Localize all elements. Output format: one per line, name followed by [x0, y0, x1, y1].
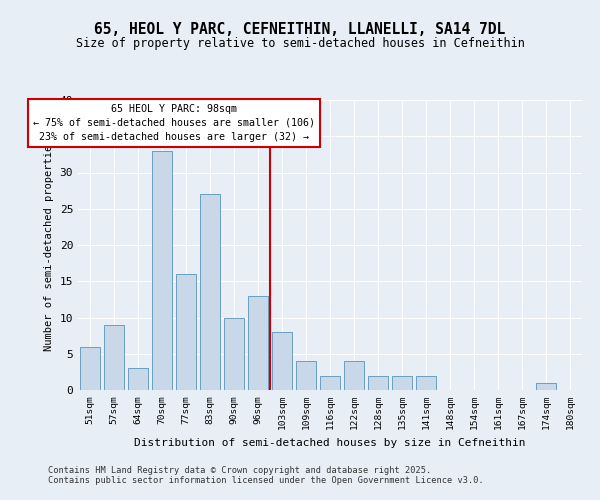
Bar — [128, 368, 148, 390]
Bar — [536, 383, 556, 390]
Bar — [296, 361, 316, 390]
Text: 65 HEOL Y PARC: 98sqm
← 75% of semi-detached houses are smaller (106)
23% of sem: 65 HEOL Y PARC: 98sqm ← 75% of semi-deta… — [33, 104, 315, 142]
Bar — [104, 325, 124, 390]
Bar — [272, 332, 292, 390]
Bar — [248, 296, 268, 390]
Bar — [224, 318, 244, 390]
Bar — [176, 274, 196, 390]
Y-axis label: Number of semi-detached properties: Number of semi-detached properties — [44, 138, 54, 352]
Bar — [152, 151, 172, 390]
Bar — [416, 376, 436, 390]
Text: 65, HEOL Y PARC, CEFNEITHIN, LLANELLI, SA14 7DL: 65, HEOL Y PARC, CEFNEITHIN, LLANELLI, S… — [94, 22, 506, 38]
Text: Size of property relative to semi-detached houses in Cefneithin: Size of property relative to semi-detach… — [76, 38, 524, 51]
Text: Contains HM Land Registry data © Crown copyright and database right 2025.
Contai: Contains HM Land Registry data © Crown c… — [48, 466, 484, 485]
Bar — [80, 346, 100, 390]
Bar — [368, 376, 388, 390]
Bar — [392, 376, 412, 390]
X-axis label: Distribution of semi-detached houses by size in Cefneithin: Distribution of semi-detached houses by … — [134, 438, 526, 448]
Bar — [344, 361, 364, 390]
Bar — [200, 194, 220, 390]
Bar — [320, 376, 340, 390]
